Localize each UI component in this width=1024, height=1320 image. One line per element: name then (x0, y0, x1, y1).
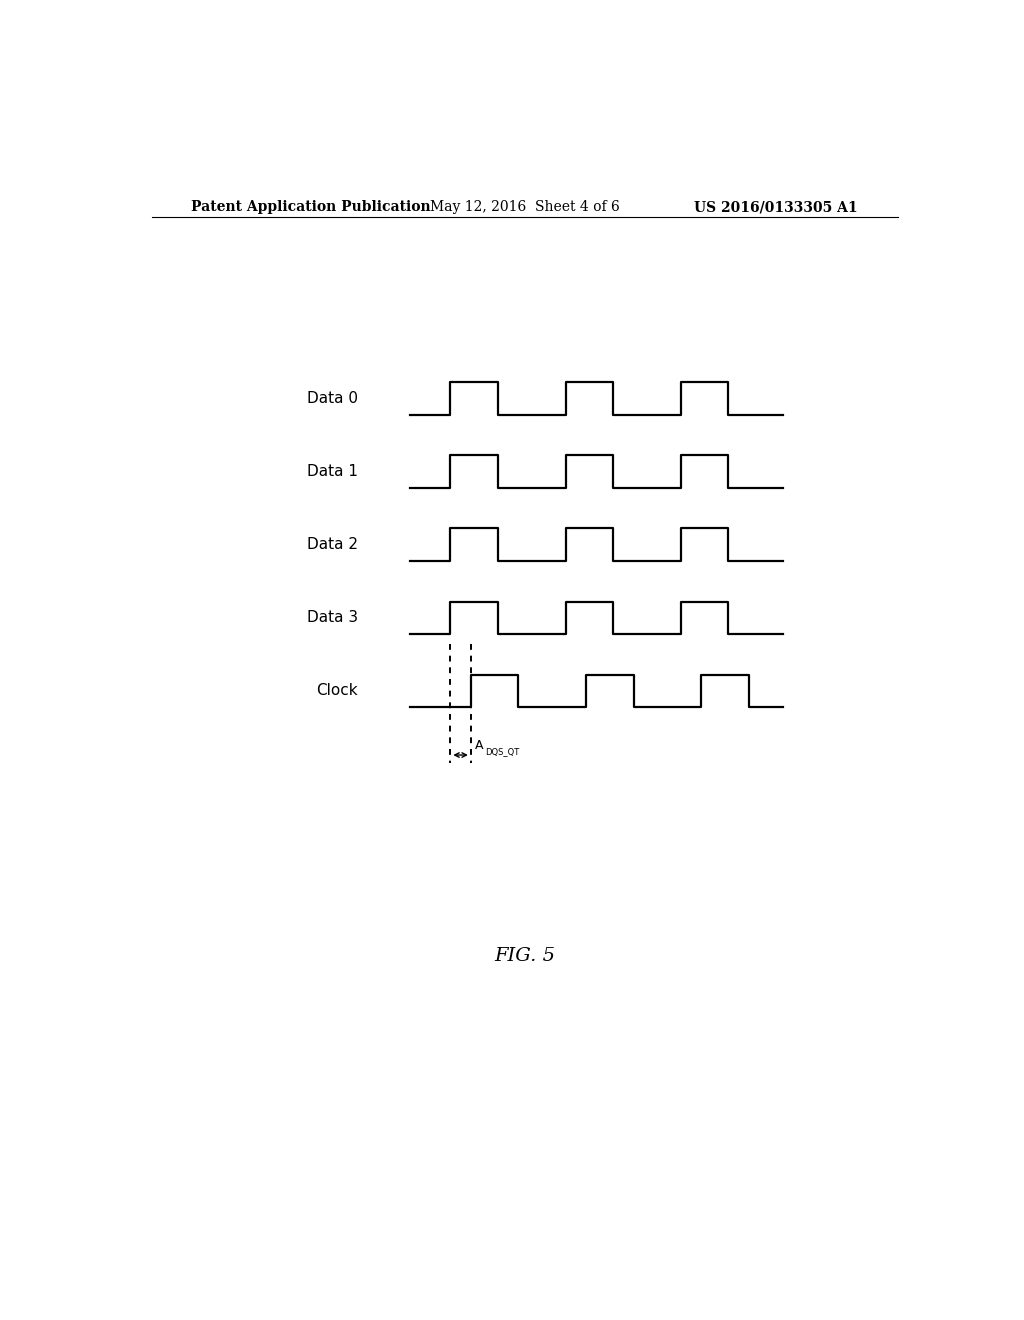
Text: Patent Application Publication: Patent Application Publication (191, 201, 431, 214)
Text: Data 3: Data 3 (307, 610, 358, 626)
Text: FIG. 5: FIG. 5 (495, 948, 555, 965)
Text: A: A (475, 739, 483, 752)
Text: Data 1: Data 1 (307, 463, 358, 479)
Text: Clock: Clock (316, 684, 358, 698)
Text: DQS_QT: DQS_QT (485, 747, 519, 756)
Text: May 12, 2016  Sheet 4 of 6: May 12, 2016 Sheet 4 of 6 (430, 201, 620, 214)
Text: Data 0: Data 0 (307, 391, 358, 405)
Text: US 2016/0133305 A1: US 2016/0133305 A1 (694, 201, 858, 214)
Text: Data 2: Data 2 (307, 537, 358, 552)
